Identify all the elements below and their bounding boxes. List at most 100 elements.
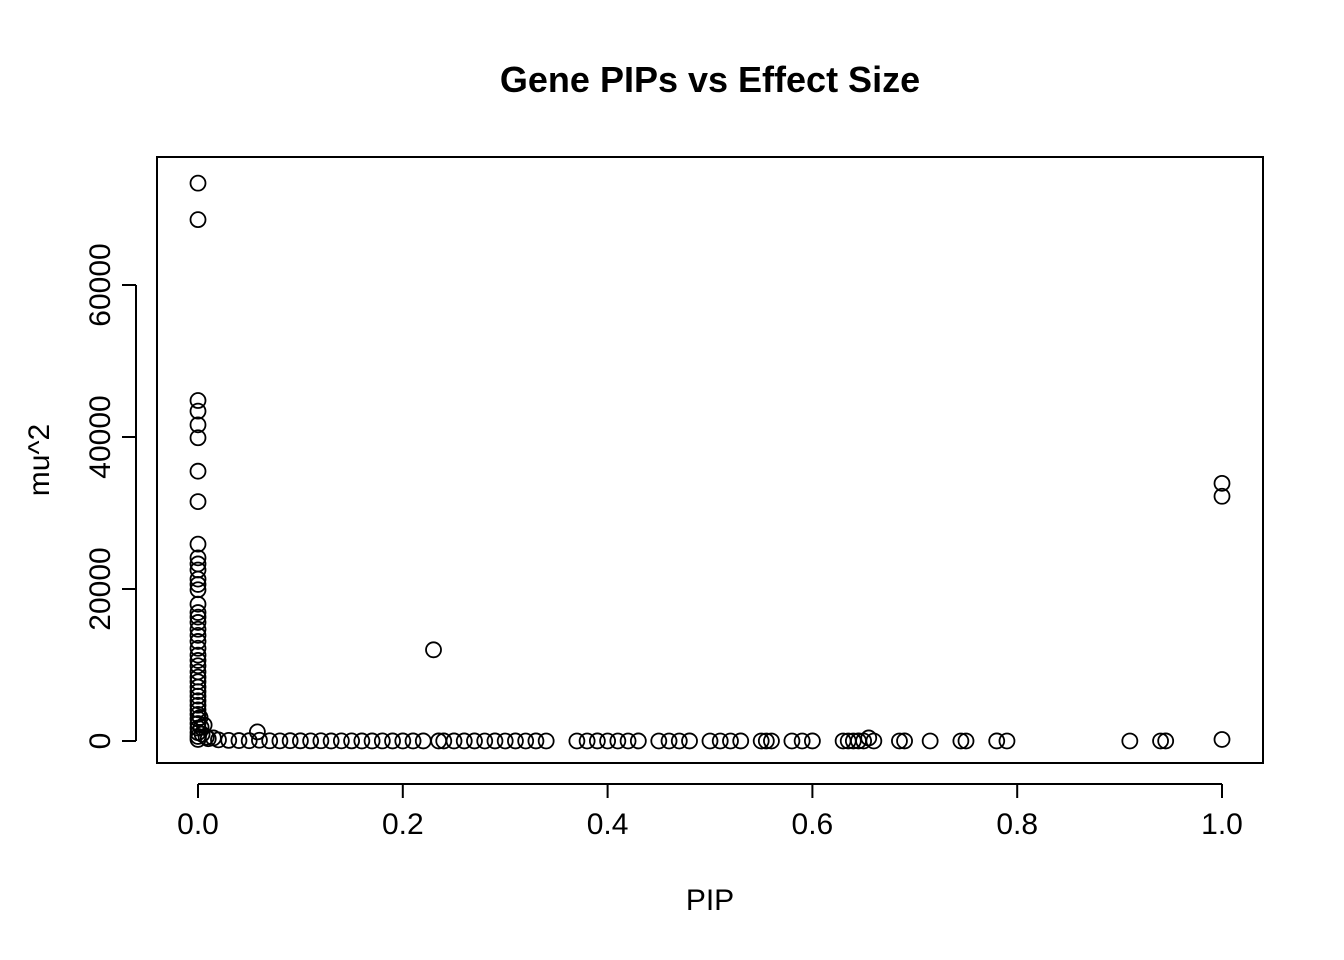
data-point [435, 732, 453, 750]
data-point [681, 732, 698, 750]
x-tick-label: 0.4 [587, 808, 629, 841]
data-point [189, 696, 207, 714]
data-point [998, 732, 1016, 750]
data-point [189, 462, 207, 480]
data-point [650, 732, 668, 750]
data-point [189, 429, 207, 447]
y-tick-label: 60000 [84, 243, 117, 326]
data-point [189, 211, 207, 229]
data-point [189, 535, 207, 553]
data-point [189, 687, 207, 705]
data-points [189, 174, 1231, 750]
data-point [189, 402, 207, 420]
data-point [404, 732, 422, 750]
data-point [425, 641, 442, 659]
data-point [1213, 731, 1231, 748]
data-point [578, 732, 596, 750]
data-point [466, 732, 483, 750]
y-axis: 0 20000 40000 60000 [84, 243, 137, 750]
data-point [363, 732, 381, 750]
data-point [599, 732, 616, 750]
data-point [921, 732, 939, 750]
y-tick-label: 0 [84, 733, 117, 750]
data-point [865, 732, 883, 750]
data-point [230, 732, 248, 749]
data-point [804, 732, 821, 750]
data-point [189, 595, 207, 613]
x-tick-label: 1.0 [1201, 808, 1243, 841]
data-point [414, 732, 432, 750]
x-axis: 0.0 0.2 0.4 0.6 0.8 1.0 [177, 783, 1243, 841]
data-point [197, 728, 215, 746]
data-point [189, 646, 207, 664]
data-point [189, 626, 207, 644]
data-point [629, 732, 647, 750]
data-point [537, 732, 555, 750]
data-point [189, 604, 207, 621]
x-tick-label: 0.8 [996, 808, 1038, 841]
data-point [568, 732, 586, 750]
data-point [891, 732, 908, 750]
data-point [189, 620, 207, 638]
data-point [322, 732, 340, 750]
data-point [189, 608, 207, 626]
data-point [1157, 732, 1175, 750]
data-point [189, 639, 207, 657]
x-tick-label: 0.0 [177, 808, 219, 841]
data-point [517, 732, 535, 750]
data-point [394, 732, 412, 750]
data-point [189, 710, 207, 728]
data-point [302, 732, 320, 750]
data-point [332, 732, 350, 750]
x-axis-title: PIP [686, 884, 734, 917]
data-point [384, 732, 401, 750]
data-point [957, 732, 975, 750]
data-point [701, 732, 719, 750]
data-point [486, 732, 504, 750]
data-point [281, 732, 299, 750]
data-point [732, 732, 750, 750]
data-point [220, 731, 238, 749]
data-point [189, 392, 207, 409]
data-point [588, 732, 606, 750]
data-point [793, 732, 811, 750]
data-point [373, 732, 391, 750]
data-point [757, 732, 775, 750]
data-point [271, 732, 289, 750]
data-point [896, 732, 913, 750]
y-axis-title: mu^2 [23, 424, 56, 496]
chart-title: Gene PIPs vs Effect Size [500, 59, 920, 100]
data-point [609, 732, 627, 750]
data-point [251, 731, 268, 749]
data-point [189, 657, 207, 675]
data-point [189, 174, 207, 192]
data-point [752, 732, 770, 750]
data-point [248, 723, 266, 741]
data-point [343, 732, 361, 750]
data-point [455, 732, 473, 750]
data-point [844, 732, 862, 750]
data-point [189, 701, 207, 719]
data-point [353, 732, 371, 750]
data-point [189, 683, 207, 700]
data-point [312, 732, 330, 750]
data-point [261, 732, 279, 750]
data-point [210, 731, 227, 749]
data-point [189, 652, 207, 669]
data-point [660, 732, 678, 750]
data-point [1121, 732, 1139, 750]
data-point [189, 633, 207, 650]
data-point [1152, 732, 1169, 750]
data-point [527, 732, 545, 750]
x-tick-label: 0.6 [792, 808, 834, 841]
data-point [189, 576, 207, 593]
data-point [1213, 474, 1231, 492]
data-point [1213, 487, 1231, 505]
y-tick-label: 20000 [84, 547, 117, 630]
data-point [783, 732, 801, 750]
data-point [189, 570, 207, 588]
data-point [507, 732, 524, 750]
data-point [670, 732, 688, 750]
data-point [476, 732, 494, 750]
